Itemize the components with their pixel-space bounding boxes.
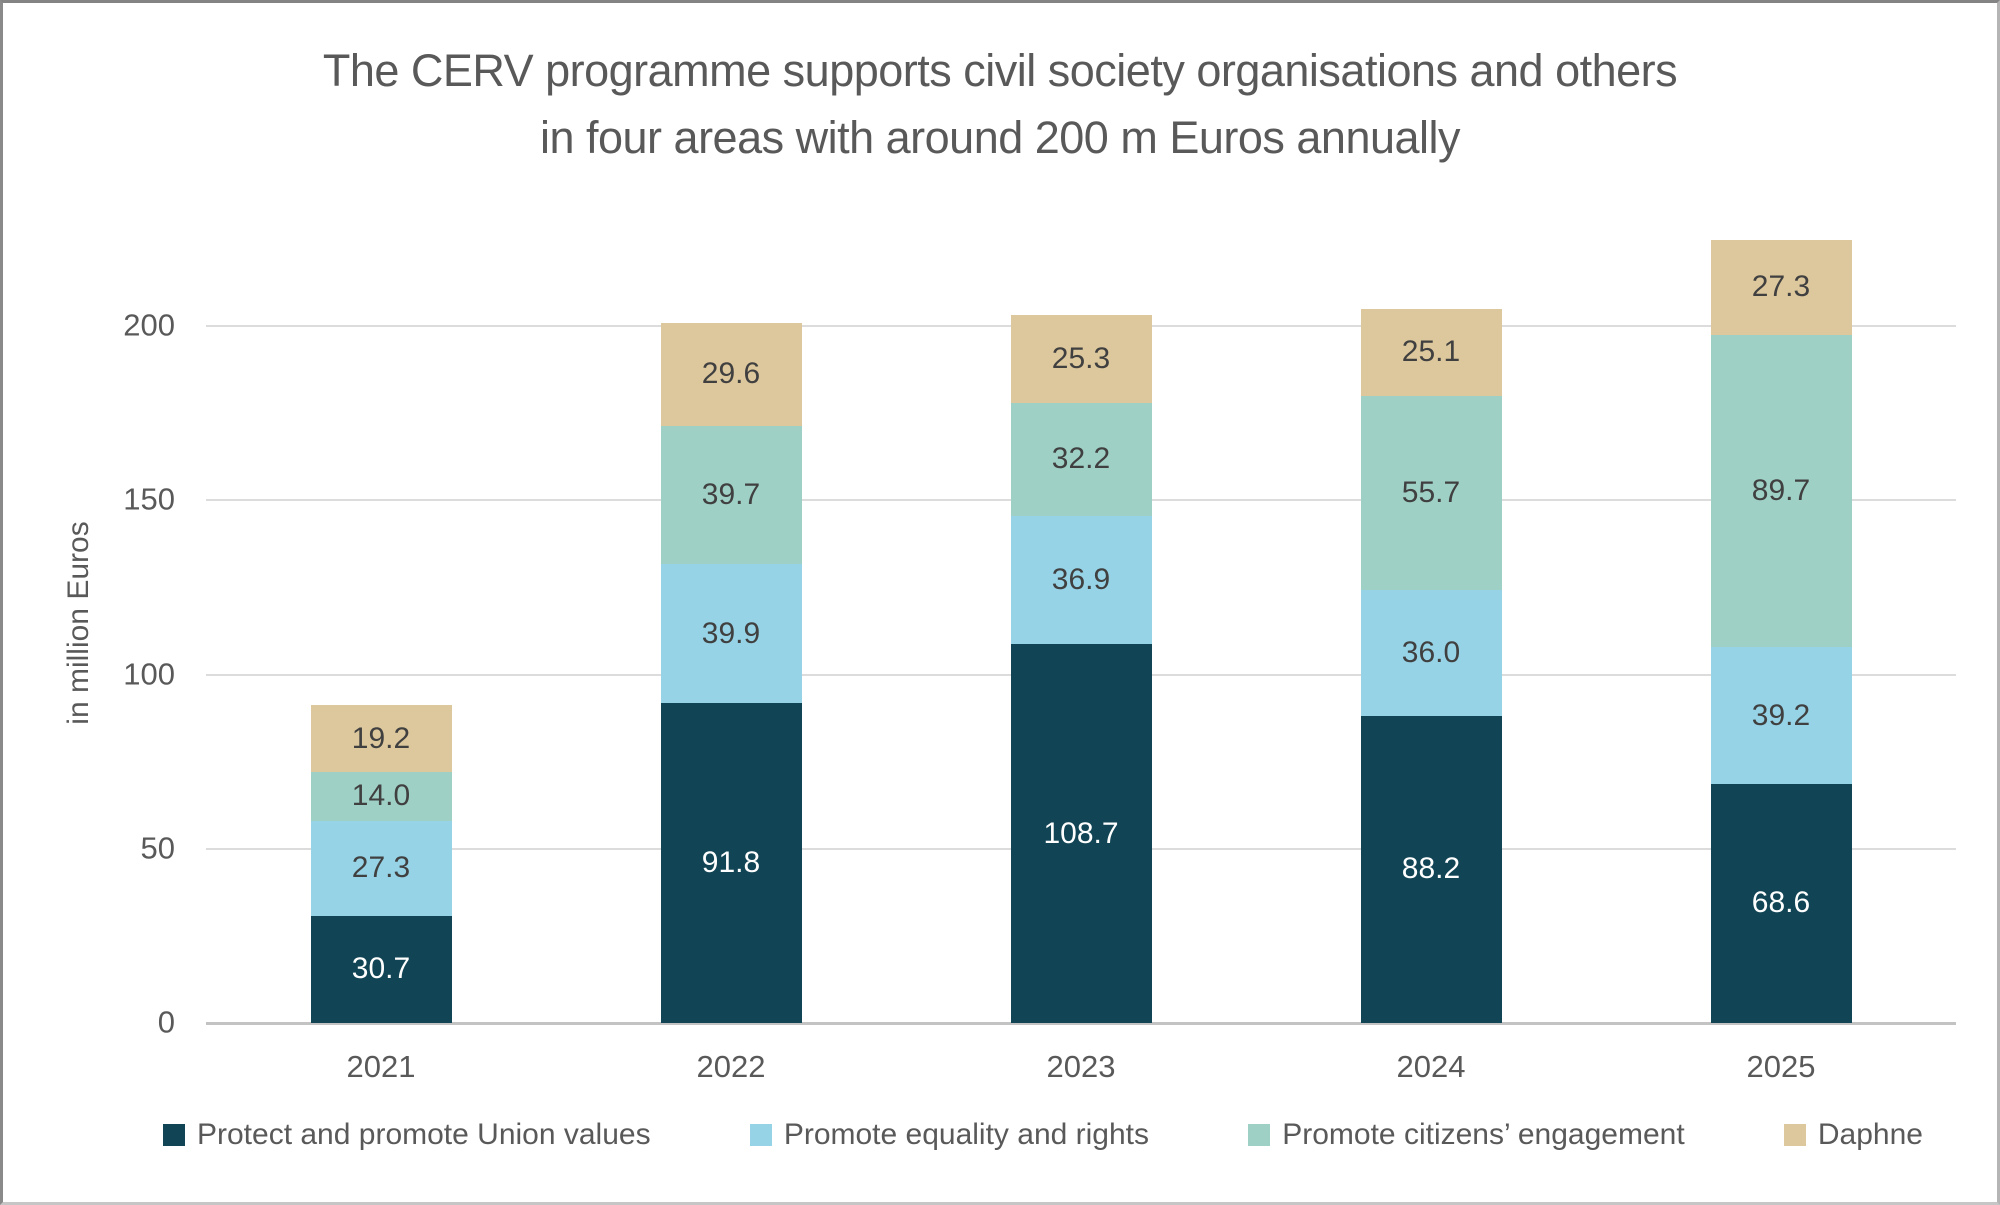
x-axis-label-2025: 2025	[1746, 1049, 1816, 1084]
x-axis-label-2024: 2024	[1396, 1049, 1466, 1084]
legend-item: Protect and promote Union values	[163, 1118, 651, 1152]
bar-value-label: 39.7	[701, 477, 761, 511]
y-tick-label-150: 150	[123, 481, 175, 517]
bar-value-label: 36.0	[1401, 635, 1461, 669]
bar-segment: 89.7	[1710, 334, 1852, 648]
chart-title: The CERV programme supports civil societ…	[3, 37, 1997, 171]
x-axis-label-2023: 2023	[1046, 1049, 1116, 1084]
legend-label: Daphne	[1817, 1118, 1923, 1151]
bar-value-label: 27.3	[1751, 270, 1811, 304]
legend-swatch	[749, 1124, 772, 1146]
bar-segment: 36.9	[1010, 515, 1152, 645]
bar-segment: 19.2	[310, 705, 452, 773]
bar-value-label: 36.9	[1051, 562, 1111, 596]
y-tick-label-50: 50	[140, 830, 175, 866]
bar-value-label: 39.2	[1751, 698, 1811, 732]
bar-value-label: 108.7	[1043, 816, 1119, 850]
bar-value-label: 89.7	[1751, 474, 1811, 507]
bar-segment: 39.7	[660, 425, 802, 564]
bar-segment: 91.8	[660, 703, 802, 1023]
bar-segment: 36.0	[1360, 590, 1502, 716]
bar-value-label: 19.2	[351, 721, 411, 755]
x-axis-label-2022: 2022	[696, 1049, 766, 1084]
chart-title-line2: in four areas with around 200 m Euros an…	[539, 112, 1461, 163]
bar-segment: 30.7	[310, 916, 452, 1023]
legend-label: Promote equality and rights	[783, 1118, 1150, 1151]
bar-value-label: 25.1	[1401, 335, 1461, 369]
y-tick-label-200: 200	[123, 307, 175, 343]
bar-segment: 55.7	[1360, 396, 1502, 591]
legend-item: Promote citizens’ engagement	[1248, 1118, 1685, 1152]
bar-segment: 29.6	[660, 322, 802, 426]
bar-segment: 88.2	[1360, 715, 1502, 1023]
bar-value-label: 29.6	[701, 357, 761, 391]
legend-swatch	[163, 1124, 185, 1146]
bar-value-label: 32.2	[1051, 442, 1111, 476]
y-tick-label-100: 100	[123, 655, 175, 691]
x-axis-line	[206, 1022, 1956, 1025]
bar-segment: 68.6	[1710, 783, 1852, 1023]
bar-segment: 25.1	[1360, 308, 1502, 397]
bar-value-label: 55.7	[1401, 476, 1461, 510]
legend-label: Promote citizens’ engagement	[1282, 1118, 1685, 1151]
bar-segment: 39.2	[1710, 647, 1852, 784]
bar-segment: 39.9	[660, 564, 802, 704]
legend-item: Promote equality and rights	[749, 1118, 1150, 1152]
bar-segment: 108.7	[1010, 644, 1152, 1023]
bar-value-label: 27.3	[351, 851, 411, 885]
bar-value-label: 25.3	[1051, 342, 1111, 376]
legend-swatch	[1783, 1124, 1806, 1146]
bar-segment: 27.3	[310, 820, 452, 916]
bar-value-label: 39.9	[701, 616, 761, 650]
bar-value-label: 14.0	[351, 779, 411, 813]
chart-title-line1: The CERV programme supports civil societ…	[322, 45, 1678, 96]
legend-item: Daphne	[1783, 1118, 1923, 1152]
y-tick-label-0: 0	[157, 1004, 175, 1040]
x-axis-label-2021: 2021	[346, 1049, 416, 1084]
bar-segment: 27.3	[1710, 239, 1852, 335]
legend-swatch	[1248, 1124, 1271, 1146]
bar-segment: 32.2	[1010, 403, 1152, 516]
bar-value-label: 30.7	[351, 952, 411, 986]
bar-segment: 14.0	[310, 772, 452, 821]
legend-label: Protect and promote Union values	[197, 1118, 651, 1151]
bar-segment: 25.3	[1010, 315, 1152, 404]
bar-value-label: 68.6	[1751, 886, 1811, 920]
bar-value-label: 88.2	[1401, 852, 1461, 886]
legend: Protect and promote Union values Promote …	[163, 1111, 1923, 1159]
bar-value-label: 91.8	[701, 846, 761, 880]
plot-area: 0 50 100 150 200 30.7 27.3 14.0 19.2 2021 91.8 39.9…	[3, 3, 1997, 1202]
